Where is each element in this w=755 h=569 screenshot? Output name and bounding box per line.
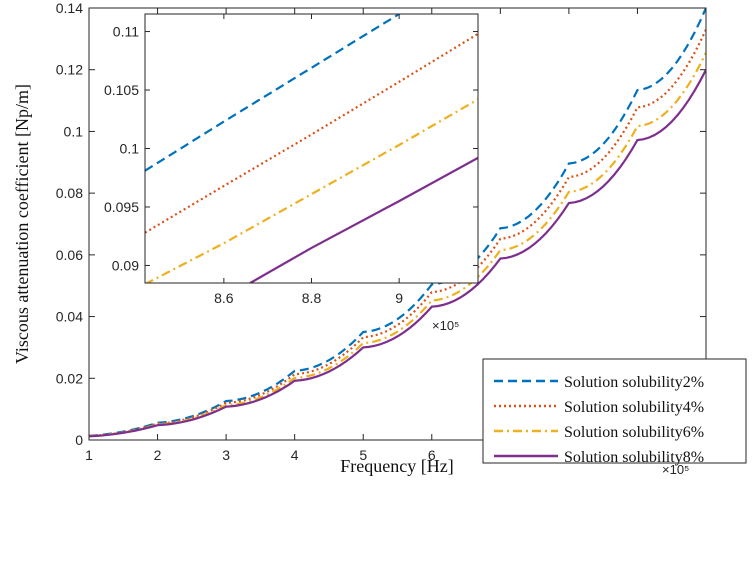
y-tick-label: 0.12 <box>56 62 83 78</box>
x-tick-label: 3 <box>222 447 230 463</box>
inset-x-tick-label: 8.6 <box>214 290 234 306</box>
inset-x-tick-label: 8.8 <box>302 290 322 306</box>
inset-y-tick-label: 0.095 <box>104 199 139 215</box>
y-tick-label: 0.08 <box>56 185 83 201</box>
inset-series-line-4 <box>249 156 478 283</box>
x-tick-label: 5 <box>359 447 367 463</box>
legend-box <box>482 358 747 464</box>
y-tick-label: 0.14 <box>56 0 83 16</box>
y-tick-label: 0.06 <box>56 247 83 263</box>
y-tick-label: 0 <box>75 432 83 448</box>
legend-label-4: Solution solubility8% <box>564 449 704 466</box>
legend-label-1: Solution solubility2% <box>564 374 704 391</box>
inset-x-multiplier: ×10⁵ <box>432 318 459 333</box>
x-tick-label: 4 <box>291 447 299 463</box>
y-tick-label: 0.1 <box>64 123 84 139</box>
inset-background <box>145 14 478 283</box>
legend-label-2: Solution solubility4% <box>564 399 704 416</box>
series-line-3 <box>89 52 706 438</box>
inset-series-line-3 <box>145 98 478 283</box>
legend: Solution solubility2% Solution solubility… <box>482 358 747 466</box>
y-tick-label: 0.02 <box>56 370 83 386</box>
inset-y-tick-label: 0.1 <box>120 141 140 157</box>
series-line-4 <box>89 69 706 438</box>
inset-series-line-1 <box>145 14 402 172</box>
inset-y-tick-label: 0.105 <box>104 82 139 98</box>
inset-series-line-2 <box>145 32 478 234</box>
plot-frame <box>88 7 707 441</box>
inset-frame <box>144 13 479 284</box>
inset-x-tick-label: 9 <box>395 290 403 306</box>
y-axis-label: Viscous attenuation coefficient [Np/m] <box>12 84 32 364</box>
legend-label-3: Solution solubility6% <box>564 424 704 441</box>
inset-y-tick-label: 0.11 <box>113 24 139 40</box>
x-axis-label: Frequency [Hz] <box>340 456 453 476</box>
x-multiplier: ×10⁵ <box>662 462 689 477</box>
inset-y-tick-label: 0.09 <box>112 257 139 273</box>
x-tick-label: 6 <box>428 447 436 463</box>
y-tick-label: 0.04 <box>56 309 83 325</box>
x-tick-label: 2 <box>154 447 162 463</box>
x-tick-label: 1 <box>85 447 93 463</box>
series-line-1 <box>89 8 706 437</box>
